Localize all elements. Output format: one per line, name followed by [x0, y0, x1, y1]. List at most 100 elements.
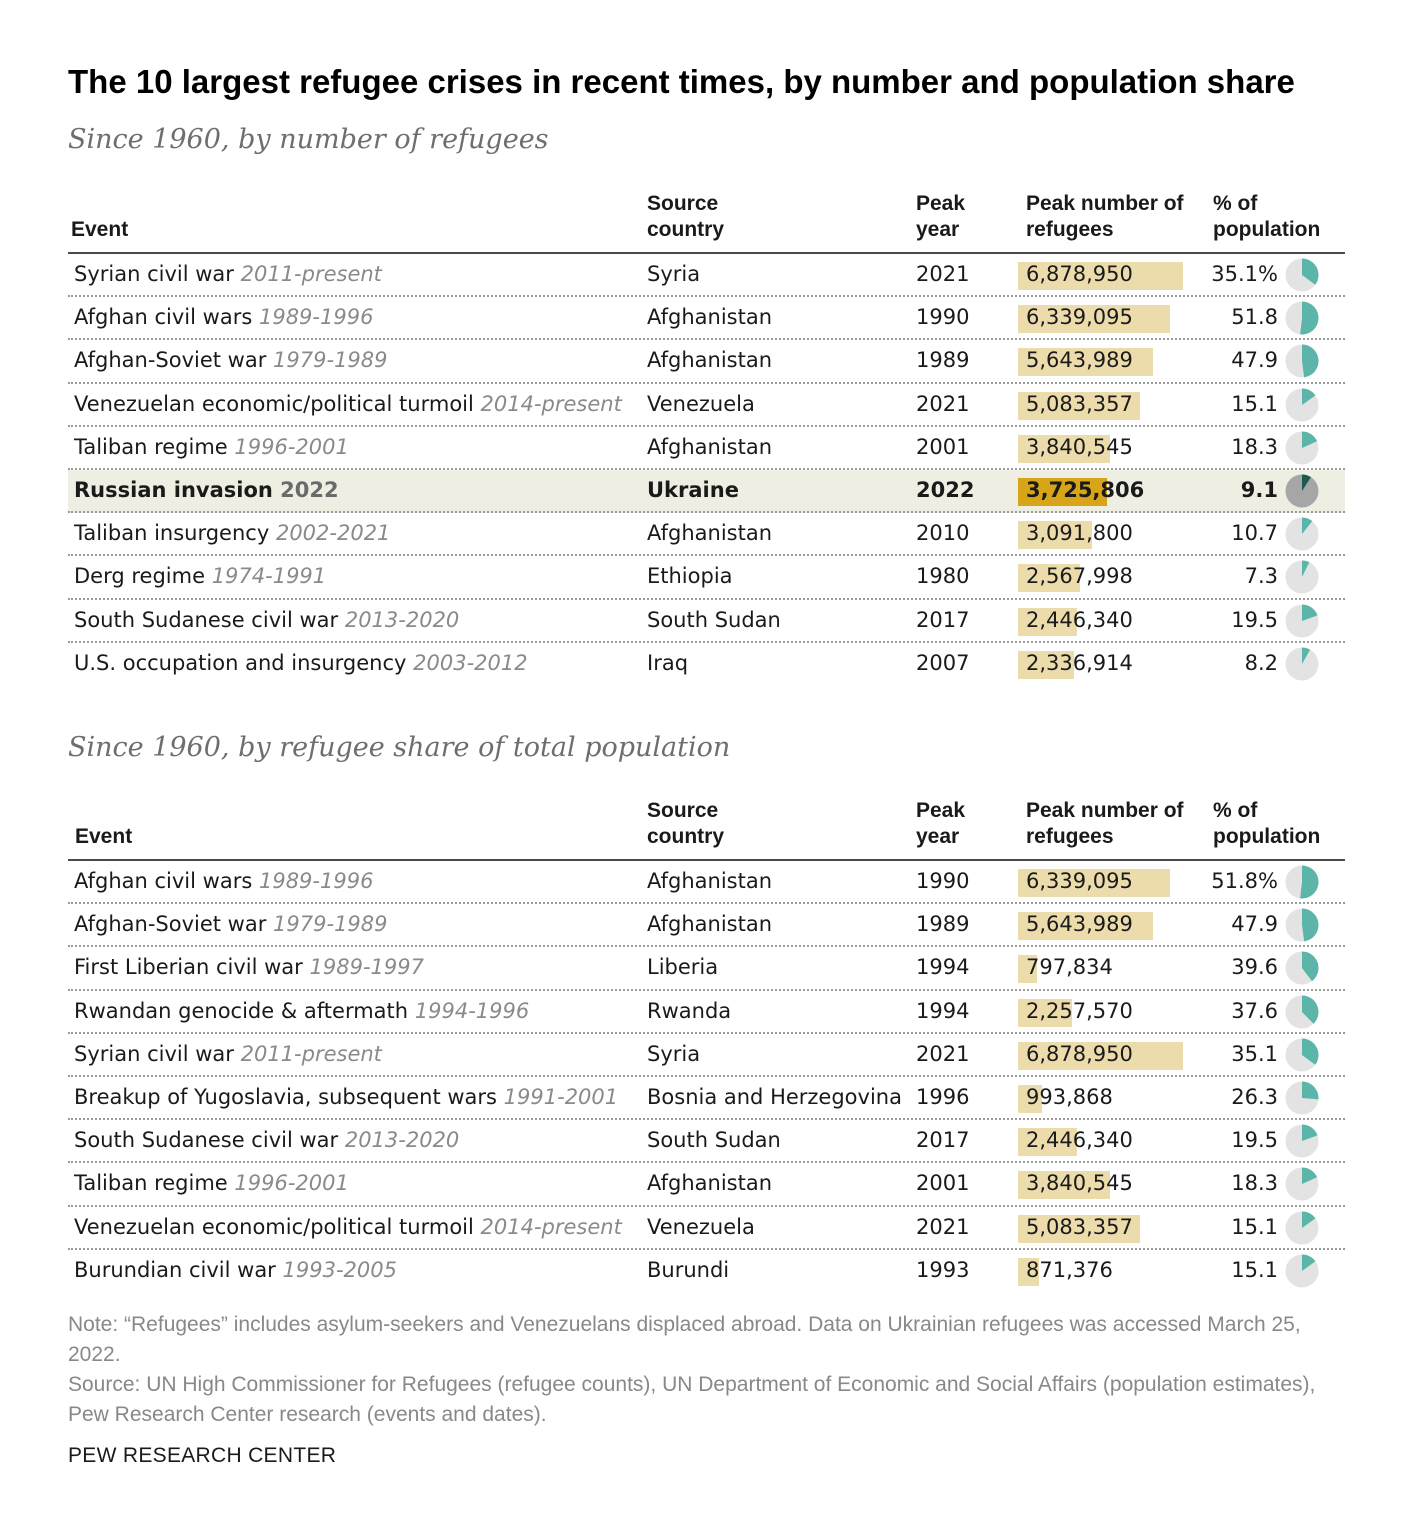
refugees-cell: 797,834 — [1018, 947, 1183, 988]
table-row: Taliban regime 1996-2001 Afghanistan 2001 3… — [68, 1163, 1345, 1207]
pct-cell: 8.2 — [1244, 650, 1278, 675]
refugees-cell: 5,083,357 — [1018, 1207, 1183, 1248]
year-cell: 1990 — [916, 869, 970, 893]
pie-slice — [1302, 517, 1313, 535]
pie-chart — [1285, 1124, 1319, 1158]
refugees-cell: 2,336,914 — [1018, 643, 1183, 684]
refugees-cell: 2,446,340 — [1018, 1120, 1183, 1161]
table-row: First Liberian civil war 1989-1997 Liberi… — [68, 947, 1345, 991]
refugees-bar — [1018, 869, 1171, 897]
header-pct: % of population — [1213, 799, 1321, 848]
event-dates: 2003-2012 — [413, 650, 528, 675]
pct-pie — [1285, 258, 1319, 292]
refugees-value: 797,834 — [1026, 955, 1113, 980]
country-cell: Liberia — [647, 955, 719, 980]
refugees-bar — [1018, 607, 1077, 636]
pct-cell: 15.1 — [1231, 391, 1278, 416]
refugees-cell: 5,643,989 — [1018, 904, 1183, 945]
pie-slice — [1302, 344, 1319, 378]
event-name: Taliban regime — [74, 434, 228, 459]
refugees-value: 3,725,806 — [1026, 477, 1145, 502]
refugees-cell: 6,878,950 — [1018, 254, 1183, 295]
event-name: Syrian civil war — [74, 1041, 234, 1066]
refugees-bar — [1018, 912, 1154, 941]
table-row: Breakup of Yugoslavia, subsequent wars 1… — [68, 1077, 1345, 1121]
chart-title: The 10 largest refugee crises in recent … — [68, 63, 1295, 100]
pie-slice — [1302, 258, 1319, 285]
pie-chart — [1285, 301, 1319, 335]
event-dates: 2002-2021 — [275, 521, 391, 546]
event-name: Taliban insurgency — [74, 521, 270, 546]
pie-chart — [1285, 908, 1319, 942]
table-row: Syrian civil war 2011-present Syria 2021 6,… — [68, 254, 1345, 298]
event-name: Afghan civil wars — [74, 305, 253, 330]
source-text: Source: UN High Commissioner for Refugee… — [68, 1373, 1316, 1426]
refugees-value: 2,336,914 — [1026, 650, 1133, 675]
table-row: U.S. occupation and insurgency 2003-2012… — [68, 643, 1345, 686]
event-dates: 1979-1989 — [273, 348, 388, 373]
event-cell: Afghan civil wars 1989-1996 — [74, 297, 373, 338]
event-cell: First Liberian civil war 1989-1997 — [74, 947, 424, 988]
country-cell: Afghanistan — [647, 434, 773, 459]
refugees-value: 6,878,950 — [1026, 1041, 1133, 1066]
pie-chart — [1285, 951, 1319, 985]
pie-slice — [1302, 1081, 1319, 1100]
event-name: Syrian civil war — [74, 262, 234, 286]
pie-chart — [1285, 1038, 1319, 1072]
event-cell: Russian invasion 2022 — [74, 470, 339, 511]
pie-slice — [1302, 604, 1318, 621]
refugees-bar — [1018, 391, 1140, 420]
pct-pie — [1285, 388, 1319, 422]
refugees-value: 993,868 — [1026, 1084, 1113, 1109]
pie-chart — [1285, 344, 1319, 378]
country-cell: Iraq — [647, 650, 689, 675]
event-dates: 2014-present — [480, 391, 622, 416]
pie-chart — [1285, 604, 1319, 637]
pct-cell: 51.8 — [1231, 305, 1278, 330]
event-cell: Afghan-Soviet war 1979-1989 — [74, 904, 388, 945]
event-cell: South Sudanese civil war 2013-2020 — [74, 1120, 459, 1161]
event-cell: Derg regime 1974-1991 — [74, 556, 326, 597]
country-cell: Afghanistan — [647, 1171, 773, 1196]
refugees-value: 3,840,545 — [1026, 434, 1133, 459]
refugees-cell: 5,083,357 — [1018, 384, 1183, 425]
pie-slice — [1302, 431, 1318, 448]
pct-pie — [1285, 560, 1319, 594]
refugees-cell: 6,878,950 — [1018, 1034, 1183, 1075]
refugees-cell: 2,257,570 — [1018, 991, 1183, 1032]
pct-pie — [1285, 431, 1319, 465]
pct-cell: 26.3 — [1231, 1084, 1278, 1109]
year-cell: 2021 — [916, 1214, 970, 1239]
table-row: Syrian civil war 2011-present Syria 2021 6,… — [68, 1034, 1345, 1077]
header-number: Peak number of refugees — [1026, 192, 1184, 241]
pct-pie — [1285, 1038, 1319, 1072]
table2-subtitle: Since 1960, by refugee share of total po… — [68, 732, 731, 763]
event-dates: 1993-2005 — [282, 1257, 397, 1282]
event-name: Venezuelan economic/political turmoil — [74, 391, 474, 416]
year-cell: 1989 — [916, 348, 970, 373]
brand-logo: PEW RESEARCH CENTER — [68, 1444, 337, 1467]
table-row: Burundian civil war 1993-2005 Burundi 1993… — [68, 1250, 1345, 1293]
refugees-cell: 871,376 — [1018, 1250, 1183, 1291]
pct-pie — [1285, 344, 1319, 378]
table-header: Event Source country Peak year Peak numb… — [68, 182, 1345, 254]
event-cell: Burundian civil war 1993-2005 — [74, 1250, 397, 1291]
refugees-bar — [1018, 477, 1108, 506]
year-cell: 2021 — [916, 1041, 970, 1066]
pct-cell: 9.1 — [1240, 477, 1278, 502]
event-name: First Liberian civil war — [74, 955, 303, 980]
year-cell: 1989 — [916, 912, 970, 937]
refugees-value: 6,339,095 — [1026, 305, 1133, 330]
table-row: Afghan-Soviet war 1979-1989 Afghanistan 19… — [68, 904, 1345, 948]
refugees-cell: 2,567,998 — [1018, 556, 1183, 597]
refugees-value: 2,257,570 — [1026, 998, 1133, 1023]
event-name: Venezuelan economic/political turmoil — [74, 1214, 474, 1239]
year-cell: 2017 — [916, 1128, 970, 1153]
table-row: South Sudanese civil war 2013-2020 South … — [68, 600, 1345, 643]
pie-slice — [1302, 1038, 1319, 1065]
pct-pie — [1285, 1167, 1319, 1201]
table-row: Afghan-Soviet war 1979-1989 Afghanistan 19… — [68, 340, 1345, 384]
table-row: Derg regime 1974-1991 Ethiopia 1980 2,567,9… — [68, 556, 1345, 600]
pct-cell: 51.8% — [1211, 869, 1278, 893]
pct-pie — [1285, 865, 1319, 899]
